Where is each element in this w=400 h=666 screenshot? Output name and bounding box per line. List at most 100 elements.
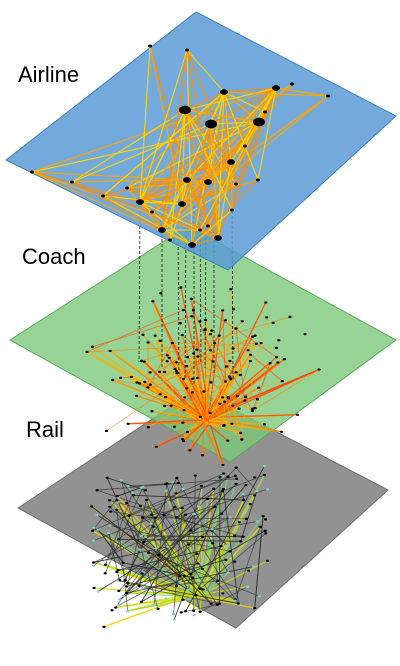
rail-track	[128, 475, 236, 517]
rail-node	[263, 529, 267, 532]
airline-edge	[181, 181, 209, 205]
rail-node	[212, 487, 216, 490]
rail-node	[91, 561, 96, 564]
coach-edge	[222, 310, 226, 382]
rail-node	[108, 524, 112, 527]
rail-node	[193, 533, 197, 536]
coach-node	[208, 411, 212, 415]
coach-edge	[175, 370, 204, 421]
coach-edge	[203, 343, 216, 421]
coach-node	[231, 404, 235, 407]
rail-node	[96, 590, 100, 593]
coach-node	[172, 425, 177, 428]
coach-edge	[191, 378, 210, 419]
coach-plane	[9, 225, 397, 463]
airline-edge	[71, 181, 219, 239]
rail-edge	[198, 596, 255, 609]
coach-node	[251, 335, 255, 338]
airline-edge	[31, 171, 193, 246]
coach-edge	[154, 335, 172, 406]
rail-node	[140, 572, 144, 575]
coach-node	[189, 297, 193, 300]
rail-track	[176, 485, 202, 587]
rail-node	[92, 564, 96, 567]
coach-node	[185, 387, 189, 390]
rail-node	[245, 585, 250, 588]
coach-node	[196, 355, 200, 358]
coach-node	[129, 375, 134, 379]
rail-track	[235, 467, 258, 492]
airline-edge	[275, 87, 329, 97]
interlayer-connector	[138, 205, 141, 363]
coach-edges	[86, 287, 320, 466]
coach-node	[162, 370, 167, 374]
rail-node	[108, 505, 112, 508]
rail-node	[125, 591, 129, 595]
coach-node	[262, 423, 267, 426]
rail-edges	[91, 465, 268, 628]
coach-node	[178, 322, 183, 325]
coach-node	[228, 376, 232, 379]
rail-node	[92, 586, 96, 590]
rail-node	[172, 612, 176, 616]
coach-node	[268, 362, 272, 365]
rail-track	[138, 572, 145, 586]
rail-track	[235, 526, 261, 600]
rail-node	[131, 491, 135, 494]
coach-edge	[171, 342, 209, 420]
rail-node	[198, 610, 202, 613]
coach-node	[188, 449, 192, 452]
coach-node	[126, 422, 130, 425]
rail-track	[122, 562, 193, 578]
airline-edge	[102, 161, 232, 197]
rail-node	[117, 604, 121, 607]
coach-node	[221, 463, 225, 467]
coach-node	[158, 393, 162, 396]
rail-node	[138, 548, 142, 551]
rail-node	[178, 574, 182, 578]
coach-node	[182, 396, 187, 399]
airline-edge	[257, 87, 277, 181]
rail-node	[110, 609, 114, 612]
rail-node	[209, 602, 213, 605]
coach-node	[217, 334, 221, 337]
coach-node	[280, 379, 284, 383]
coach-node	[191, 309, 196, 312]
rail-node	[226, 475, 230, 478]
coach-node	[146, 426, 150, 429]
coach-node	[198, 415, 202, 419]
coach-node	[163, 395, 168, 399]
rail-node	[114, 606, 118, 609]
coach-node	[240, 320, 244, 323]
coach-node	[181, 421, 185, 424]
coach-edge	[150, 384, 209, 422]
coach-edge	[86, 309, 184, 353]
coach-edge	[204, 361, 279, 423]
rail-node	[255, 489, 259, 493]
rail-node	[206, 497, 210, 501]
rail-track	[118, 563, 198, 606]
rail-node	[222, 472, 226, 475]
coach-node	[250, 407, 255, 410]
coach-edge	[172, 342, 229, 399]
rail-node	[175, 516, 179, 519]
coach-node	[250, 409, 254, 413]
airline-node	[326, 94, 330, 98]
rail-node	[253, 476, 257, 479]
rail-node	[121, 594, 125, 597]
rail-node	[92, 539, 96, 542]
rail-node	[234, 482, 238, 486]
rail-node	[105, 476, 109, 479]
rail-node	[166, 500, 171, 503]
rail-layer	[17, 389, 389, 629]
coach-node	[277, 339, 281, 342]
rail-node	[194, 594, 198, 597]
rail-node	[138, 504, 142, 508]
rail-node	[252, 565, 256, 568]
rail-node	[115, 500, 119, 504]
airline-edge	[191, 237, 219, 246]
rail-track	[202, 568, 240, 605]
coach-edge	[174, 335, 256, 370]
rail-track	[117, 486, 144, 497]
airline-edge	[126, 91, 225, 189]
